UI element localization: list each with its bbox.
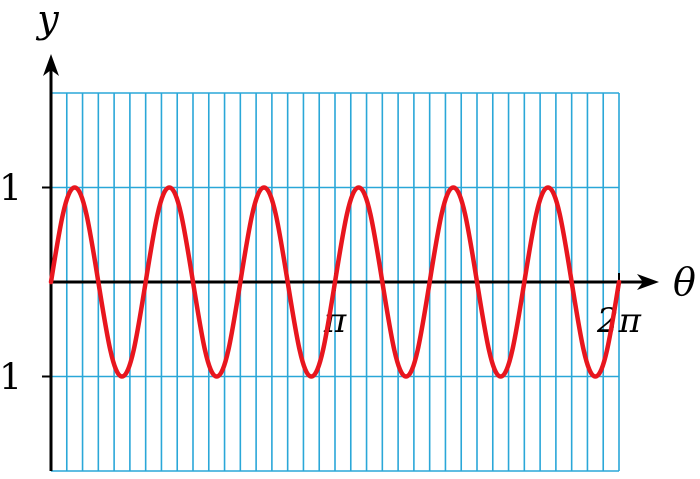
y-axis-label: y (35, 0, 59, 41)
ticks: 11π 2π (0, 169, 642, 399)
x-axis-label: θ (673, 260, 696, 304)
y-tick-label: 1 (0, 358, 22, 399)
x-axis-arrow (637, 274, 659, 290)
x-tick-label: 2π (596, 301, 642, 341)
series-line (48, 185, 622, 379)
y-axis-arrow (43, 54, 59, 76)
series (48, 185, 622, 379)
y-tick-label: 1 (0, 169, 22, 210)
